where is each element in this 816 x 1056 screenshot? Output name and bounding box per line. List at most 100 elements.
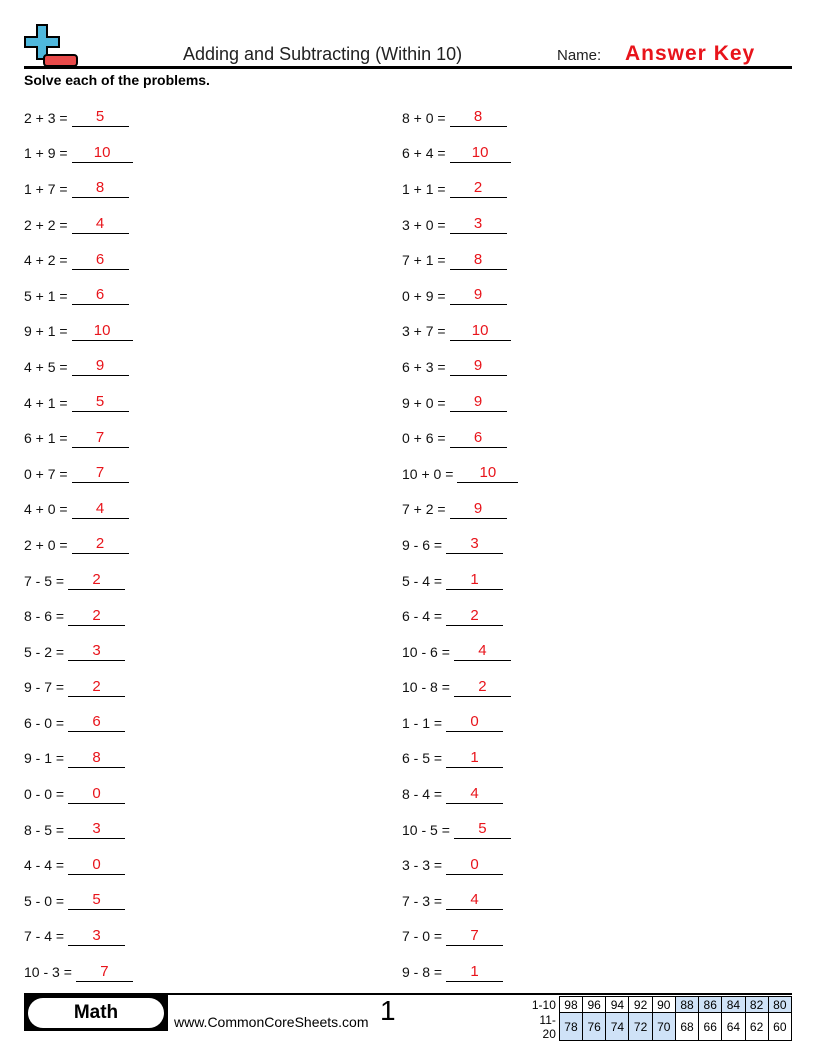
answer-blank: 9 bbox=[449, 357, 507, 377]
problem-question: 2 + 0 = bbox=[24, 536, 68, 553]
header-divider bbox=[24, 66, 792, 69]
answer-blank: 7 bbox=[446, 927, 504, 946]
problem-column-right: 8 + 0 = 8 6 + 4 = 10 1 + 1 = 2 3 + 0 = 3 7 + 1 =… bbox=[402, 100, 519, 990]
problem-question: 6 + 1 = bbox=[24, 430, 68, 447]
problem-question: 7 - 0 = bbox=[402, 928, 443, 945]
problem-question: 1 - 1 = bbox=[402, 714, 443, 731]
score-table: 1-10 98 96 94 92 90 88 86 84 82 80 11-20 78 76 74 72 70 6… bbox=[529, 996, 793, 1041]
problem-question: 3 + 7 = bbox=[402, 323, 446, 340]
problem-question: 4 + 5 = bbox=[24, 358, 68, 375]
problem-question: 10 - 5 = bbox=[402, 821, 450, 838]
problem-row: 0 - 0 = 0 bbox=[24, 776, 133, 812]
answer-blank: 2 bbox=[446, 607, 504, 626]
score-cell: 86 bbox=[698, 996, 723, 1013]
problem-row: 7 - 3 = 4 bbox=[402, 883, 518, 919]
site-url: www.CommonCoreSheets.com bbox=[174, 1014, 369, 1030]
score-cell: 66 bbox=[698, 1012, 723, 1041]
problem-question: 9 + 0 = bbox=[402, 394, 446, 411]
problem-row: 2 + 0 = 2 bbox=[24, 527, 133, 563]
problem-question: 4 + 2 = bbox=[24, 252, 68, 269]
answer-blank: 1 bbox=[446, 749, 504, 768]
answer-blank: 7 bbox=[71, 464, 129, 484]
problem-question: 9 + 1 = bbox=[24, 323, 68, 340]
problem-question: 0 + 7 = bbox=[24, 465, 68, 482]
problem-question: 5 + 1 = bbox=[24, 287, 68, 304]
score-row-label: 1-10 bbox=[531, 997, 556, 1012]
problem-column-left: 2 + 3 = 5 1 + 9 = 10 1 + 7 = 8 2 + 2 = 4 4 + 2 =… bbox=[24, 100, 133, 990]
answer-blank: 2 bbox=[68, 607, 126, 626]
problem-row: 8 + 0 = 8 bbox=[402, 100, 518, 136]
answer-blank: 2 bbox=[449, 179, 507, 199]
problem-row: 1 + 9 = 10 bbox=[24, 136, 133, 172]
answer-blank: 4 bbox=[71, 500, 129, 519]
problem-row: 8 - 4 = 4 bbox=[402, 776, 518, 812]
problem-row: 5 + 1 = 6 bbox=[24, 278, 133, 314]
problem-row: 4 + 5 = 9 bbox=[24, 349, 133, 385]
problem-question: 7 + 1 = bbox=[402, 252, 446, 269]
problem-row: 1 + 1 = 2 bbox=[402, 171, 518, 207]
problem-row: 4 + 1 = 5 bbox=[24, 385, 133, 421]
instructions: Solve each of the problems. bbox=[24, 72, 210, 88]
score-cell: 94 bbox=[605, 996, 630, 1013]
score-row-label: 11-20 bbox=[539, 1012, 556, 1041]
problem-question: 9 - 8 = bbox=[402, 964, 443, 981]
problem-row: 6 - 5 = 1 bbox=[402, 741, 518, 777]
problem-row: 4 - 4 = 0 bbox=[24, 847, 133, 883]
problem-row: 10 + 0 = 10 bbox=[402, 456, 519, 492]
score-cell: 88 bbox=[674, 996, 700, 1013]
problem-question: 6 - 0 = bbox=[24, 714, 65, 731]
problem-question: 7 - 5 = bbox=[24, 572, 65, 589]
score-cell: 72 bbox=[628, 1012, 653, 1041]
answer-blank: 7 bbox=[71, 429, 129, 448]
answer-blank: 5 bbox=[68, 891, 126, 911]
problem-row: 5 - 0 = 5 bbox=[24, 883, 133, 919]
answer-blank: 0 bbox=[446, 856, 504, 875]
answer-blank: 6 bbox=[71, 251, 129, 270]
problem-row: 6 - 4 = 2 bbox=[402, 598, 518, 634]
score-cell: 80 bbox=[767, 996, 793, 1013]
problem-question: 1 + 1 = bbox=[402, 180, 446, 197]
problem-row: 10 - 5 = 5 bbox=[402, 812, 518, 848]
answer-blank: 1 bbox=[446, 963, 504, 982]
score-cell: 64 bbox=[721, 1012, 746, 1041]
answer-blank: 10 bbox=[457, 464, 519, 484]
score-cell: 70 bbox=[651, 1012, 676, 1041]
problem-row: 9 - 1 = 8 bbox=[24, 741, 133, 777]
answer-blank: 10 bbox=[71, 322, 133, 341]
problem-row: 7 - 4 = 3 bbox=[24, 919, 133, 955]
answer-blank: 2 bbox=[68, 678, 126, 697]
problem-row: 10 - 8 = 2 bbox=[402, 670, 518, 706]
problem-question: 0 + 9 = bbox=[402, 287, 446, 304]
answer-blank: 8 bbox=[68, 749, 126, 768]
problem-row: 0 + 6 = 6 bbox=[402, 420, 518, 456]
problem-row: 3 - 3 = 0 bbox=[402, 847, 518, 883]
score-cell: 82 bbox=[744, 996, 769, 1013]
answer-blank: 0 bbox=[68, 856, 126, 875]
problem-row: 10 - 6 = 4 bbox=[402, 634, 518, 670]
problem-row: 5 - 4 = 1 bbox=[402, 563, 518, 599]
worksheet-title: Adding and Subtracting (Within 10) bbox=[183, 44, 463, 64]
problem-row: 8 - 6 = 2 bbox=[24, 598, 133, 634]
answer-blank: 5 bbox=[71, 393, 129, 413]
answer-blank: 3 bbox=[449, 215, 507, 235]
problem-question: 9 - 7 = bbox=[24, 679, 65, 696]
page-number: 1 bbox=[380, 995, 396, 1026]
problem-question: 10 - 8 = bbox=[402, 679, 450, 696]
problem-question: 8 - 5 = bbox=[24, 821, 65, 838]
score-cell: 74 bbox=[605, 1012, 630, 1041]
problem-row: 7 + 2 = 9 bbox=[402, 492, 518, 528]
problem-row: 3 + 0 = 3 bbox=[402, 207, 518, 243]
problem-row: 7 - 5 = 2 bbox=[24, 563, 133, 599]
answer-blank: 8 bbox=[449, 251, 507, 270]
answer-blank: 10 bbox=[449, 322, 511, 341]
answer-blank: 2 bbox=[71, 535, 129, 555]
answer-blank: 6 bbox=[449, 429, 507, 448]
answer-blank: 4 bbox=[446, 785, 504, 804]
problem-question: 1 + 7 = bbox=[24, 180, 68, 197]
problem-row: 9 - 6 = 3 bbox=[402, 527, 518, 563]
problem-question: 3 + 0 = bbox=[402, 216, 446, 233]
score-cell: 84 bbox=[721, 996, 746, 1013]
answer-blank: 2 bbox=[68, 571, 126, 591]
answer-blank: 9 bbox=[71, 357, 129, 377]
answer-blank: 8 bbox=[71, 179, 129, 199]
